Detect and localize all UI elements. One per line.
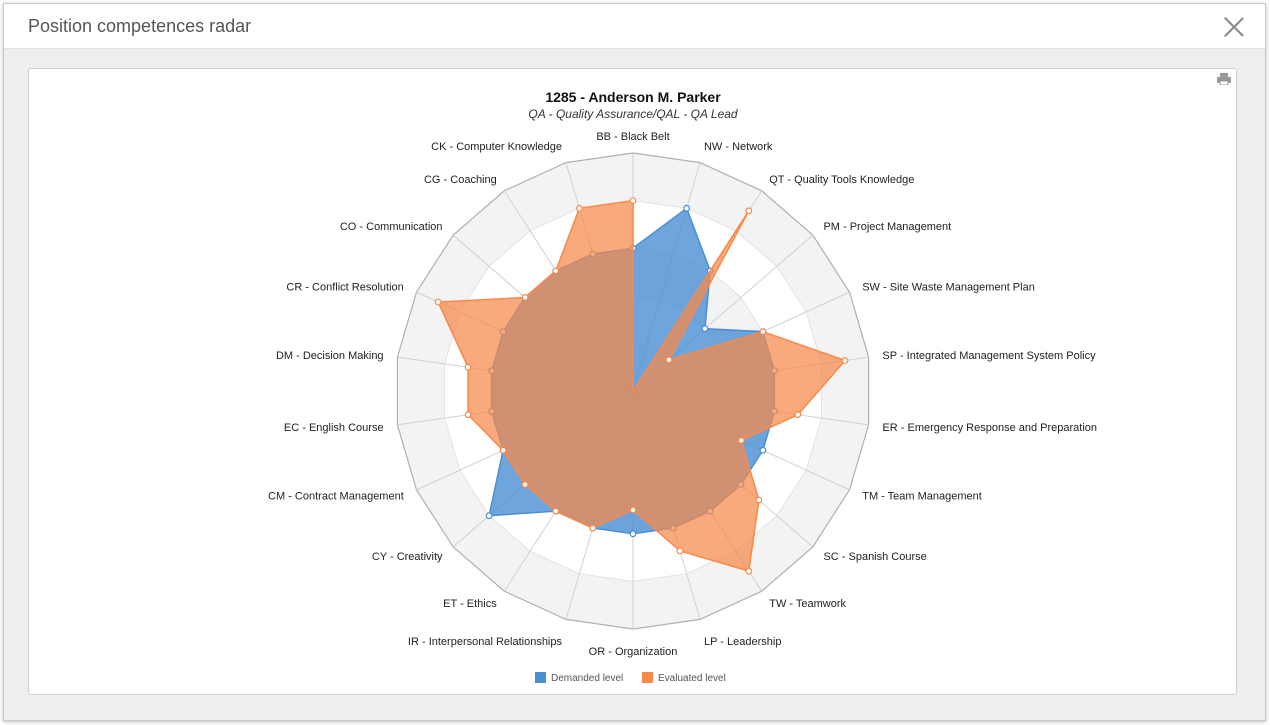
print-icon[interactable] (1217, 73, 1231, 85)
data-point[interactable] (464, 411, 472, 419)
axis-label: CG - Coaching (424, 174, 497, 186)
data-point[interactable] (759, 446, 767, 454)
data-point[interactable] (499, 446, 507, 454)
data-point[interactable] (575, 204, 583, 212)
data-point[interactable] (629, 197, 637, 205)
legend-swatch (535, 672, 546, 683)
legend-swatch (642, 672, 653, 683)
data-point[interactable] (683, 204, 691, 212)
data-point[interactable] (841, 357, 849, 364)
chart-subtitle: QA - Quality Assurance/QAL - QA Lead (528, 107, 738, 121)
data-point[interactable] (552, 267, 560, 275)
axis-label: CK - Computer Knowledge (431, 141, 562, 153)
axis-label: ET - Ethics (443, 598, 497, 610)
radar-chart: 1285 - Anderson M. Parker QA - Quality A… (268, 89, 1097, 684)
axis-label: LP - Leadership (704, 636, 781, 648)
chart-title: 1285 - Anderson M. Parker (545, 89, 721, 105)
legend-label: Evaluated level (658, 673, 726, 684)
data-point[interactable] (464, 363, 472, 371)
data-point[interactable] (745, 567, 753, 575)
data-point[interactable] (665, 356, 673, 364)
chart-panel: 1285 - Anderson M. Parker QA - Quality A… (28, 68, 1237, 695)
axis-label: IR - Interpersonal Relationships (408, 636, 563, 648)
axis-labels: BB - Black Belt NW - Network QT - Quality … (268, 131, 1097, 658)
axis-label: CR - Conflict Resolution (286, 281, 403, 293)
axis-label: OR - Organization (589, 646, 678, 658)
radar-series (434, 197, 849, 575)
dialog-header: Position competences radar (4, 4, 1265, 49)
data-point[interactable] (755, 496, 763, 504)
axis-label: CY - Creativity (372, 551, 443, 563)
data-point[interactable] (701, 325, 709, 333)
data-point[interactable] (629, 506, 637, 514)
axis-label: TM - Team Management (862, 491, 982, 503)
dialog-title: Position competences radar (28, 16, 252, 36)
data-point[interactable] (794, 411, 802, 419)
axis-label: BB - Black Belt (596, 131, 669, 143)
axis-label: ER - Emergency Response and Preparation (882, 422, 1097, 434)
legend: Demanded level Evaluated level (535, 672, 726, 684)
data-point[interactable] (737, 437, 745, 444)
axis-label: TW - Teamwork (769, 598, 846, 610)
axis-label: CM - Contract Management (268, 491, 404, 503)
data-point[interactable] (589, 524, 597, 532)
axis-label: SC - Spanish Course (823, 551, 926, 563)
data-point[interactable] (485, 512, 493, 520)
axis-label: SW - Site Waste Management Plan (862, 281, 1035, 293)
axis-label: NW - Network (704, 141, 773, 153)
data-point[interactable] (629, 530, 637, 538)
data-point[interactable] (676, 547, 684, 555)
series-evaluated-level (434, 197, 849, 575)
data-point[interactable] (521, 294, 529, 301)
axis-label: QT - Quality Tools Knowledge (769, 174, 914, 186)
data-point[interactable] (745, 207, 753, 215)
close-icon[interactable] (1223, 16, 1245, 38)
data-point[interactable] (434, 298, 442, 306)
legend-item[interactable]: Evaluated level (642, 672, 726, 684)
legend-item[interactable]: Demanded level (535, 672, 623, 684)
axis-label: CO - Communication (340, 221, 443, 233)
axis-label: EC - English Course (284, 422, 384, 434)
data-point[interactable] (552, 507, 560, 515)
competences-dialog: Position competences radar 1285 - Anders… (3, 3, 1266, 721)
axis-label: PM - Project Management (823, 221, 951, 233)
data-point[interactable] (759, 328, 767, 336)
axis-label: SP - Integrated Management System Policy (882, 350, 1096, 362)
legend-label: Demanded level (551, 673, 623, 684)
data-point[interactable] (521, 481, 529, 488)
axis-label: DM - Decision Making (276, 350, 384, 362)
